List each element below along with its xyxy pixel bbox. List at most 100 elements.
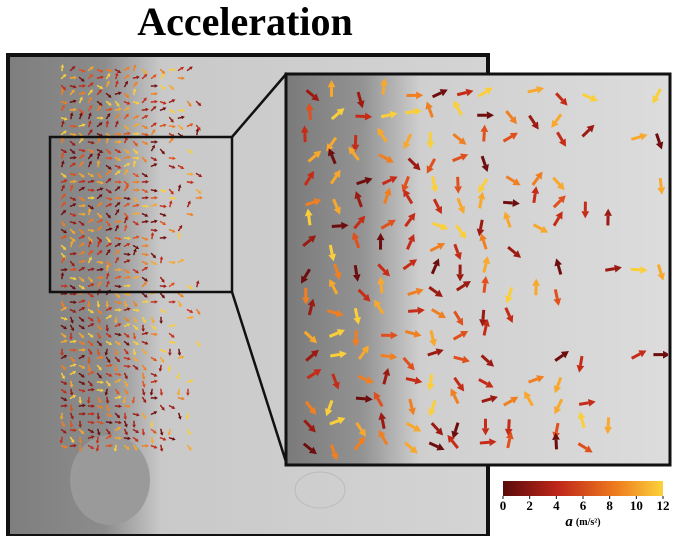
arrow-shaft	[106, 70, 110, 71]
arrow-shaft	[89, 301, 90, 305]
arrow-shaft	[509, 419, 510, 429]
arrow-shaft	[660, 178, 661, 188]
arrow-shaft	[115, 445, 116, 449]
arrow-shaft	[143, 373, 144, 377]
arrow-shaft	[79, 150, 83, 151]
arrow-shaft	[178, 398, 182, 399]
arrow-shaft	[503, 202, 513, 203]
arrow-shaft	[124, 277, 128, 278]
arrow-shaft	[71, 115, 72, 119]
arrow-shaft	[178, 110, 182, 111]
arrow-shaft	[133, 310, 137, 311]
arrow-shaft	[143, 389, 144, 393]
arrow-shaft	[142, 110, 146, 111]
arrow-shaft	[431, 374, 432, 384]
arrow-shaft	[98, 349, 99, 353]
arrow-shaft	[115, 238, 119, 239]
arrow-shaft	[98, 301, 99, 305]
arrow-shaft	[97, 182, 101, 183]
arrow-shaft	[631, 269, 641, 270]
arrow-shaft	[98, 155, 99, 159]
arrow-shaft	[151, 190, 155, 191]
arrow-shaft	[115, 286, 119, 287]
arrow-shaft	[555, 289, 557, 298]
arrow-shaft	[97, 270, 101, 271]
arrow-shaft	[106, 365, 110, 366]
tick-label: 10	[630, 498, 643, 513]
arrow-shaft	[383, 85, 384, 95]
tick-label: 0	[500, 498, 507, 513]
arrow-shaft	[70, 341, 74, 342]
arrow-shaft	[98, 445, 99, 449]
tick-label: 2	[526, 498, 533, 513]
arrow-shaft	[88, 390, 92, 391]
arrow-shaft	[71, 187, 72, 191]
arrow-shaft	[133, 205, 137, 206]
arrow-shaft	[106, 110, 110, 111]
arrow-shaft	[70, 134, 74, 135]
arrow-shaft	[115, 302, 119, 303]
arrow-shaft	[556, 440, 557, 450]
arrow-shaft	[179, 349, 180, 353]
colorbar	[503, 481, 663, 496]
arrow-shaft	[124, 198, 128, 199]
arrow-shaft	[483, 310, 484, 320]
arrow-shaft	[355, 265, 356, 274]
arrow-shaft	[355, 308, 357, 317]
arrow-shaft	[88, 230, 92, 231]
arrow-shaft	[115, 109, 119, 110]
arrow-shaft	[62, 91, 63, 95]
arrow-shaft	[98, 437, 99, 441]
arrow-shaft	[142, 333, 146, 334]
arrow-shaft	[151, 221, 155, 222]
arrow-shaft	[169, 429, 170, 433]
arrow-shaft	[79, 406, 83, 407]
arrow-shaft	[160, 125, 164, 126]
arrow-shaft	[134, 67, 135, 71]
arrow-shaft	[528, 90, 537, 92]
arrow-shaft	[142, 254, 146, 255]
arrow-shaft	[143, 429, 144, 433]
arrow-shaft	[106, 389, 107, 393]
arrow-shaft	[330, 354, 339, 356]
arrow-shaft	[332, 226, 342, 227]
arrow-shaft	[134, 349, 135, 353]
arrow-shaft	[197, 283, 198, 287]
arrow-shaft	[161, 389, 162, 393]
arrow-shaft	[381, 115, 390, 117]
arrow-shaft	[433, 176, 435, 185]
arrow-shaft	[71, 405, 72, 409]
arrow-shaft	[408, 311, 418, 312]
arrow-shaft	[169, 126, 173, 127]
arrow-shaft	[71, 389, 72, 393]
arrow-shaft	[142, 222, 146, 223]
arrow-shaft	[187, 318, 191, 319]
arrow-shaft	[309, 216, 310, 226]
arrow-shaft	[381, 356, 391, 357]
arrow-shaft	[133, 414, 137, 415]
arrow-shaft	[115, 374, 119, 375]
arrow-shaft	[484, 283, 485, 293]
arrow-shaft	[556, 423, 558, 432]
arrow-shaft	[187, 413, 188, 417]
arrow-shaft	[79, 181, 83, 182]
arrow-shaft	[61, 294, 65, 295]
arrow-shaft	[310, 110, 311, 120]
arrow-shaft	[580, 356, 582, 365]
arrow-shaft	[187, 214, 191, 215]
arrow-shaft	[88, 181, 92, 182]
arrow-shaft	[70, 101, 74, 102]
unit: (m/s²)	[576, 517, 601, 528]
arrow-shaft	[152, 235, 153, 239]
arrow-shaft	[484, 326, 486, 335]
arrow-shaft	[179, 235, 180, 239]
tick-label: 4	[553, 498, 560, 513]
arrow-shaft	[579, 403, 588, 405]
arrow-shaft	[107, 139, 108, 143]
arrow-shaft	[405, 112, 415, 113]
arrow-shaft	[356, 330, 357, 340]
arrow-shaft	[124, 157, 128, 158]
arrow-shaft	[124, 358, 128, 359]
arrow-shaft	[115, 422, 119, 423]
arrow-shaft	[61, 318, 65, 319]
